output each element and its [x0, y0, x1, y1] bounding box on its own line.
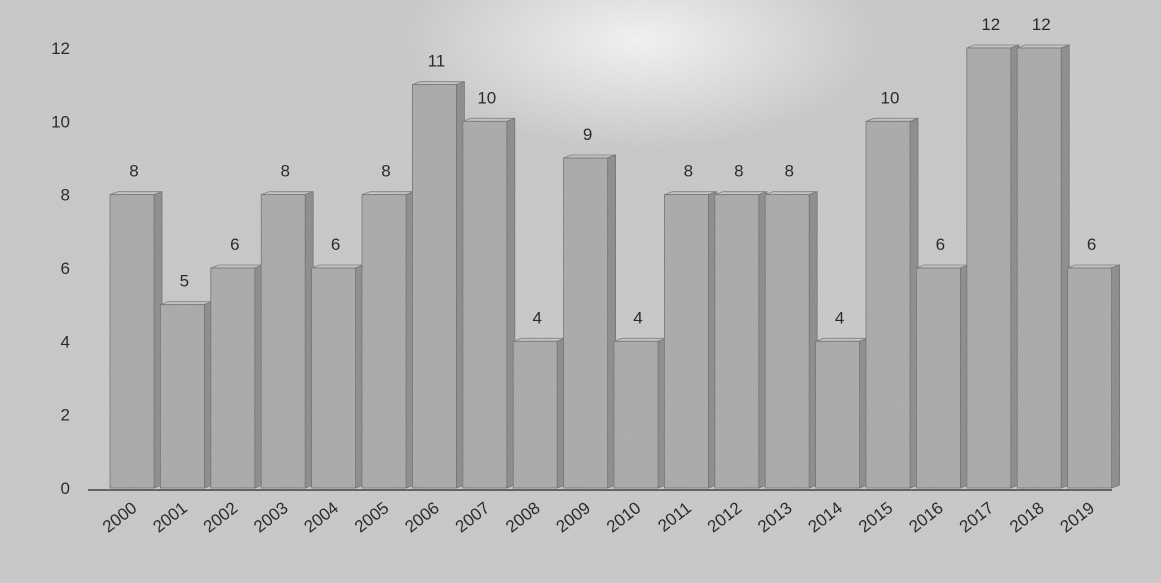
scan-grain-overlay [0, 0, 1161, 578]
chart-canvas: 024681012 8568681110494888410612126 2000… [0, 0, 1161, 578]
bar-chart: 024681012 8568681110494888410612126 2000… [0, 0, 1161, 578]
